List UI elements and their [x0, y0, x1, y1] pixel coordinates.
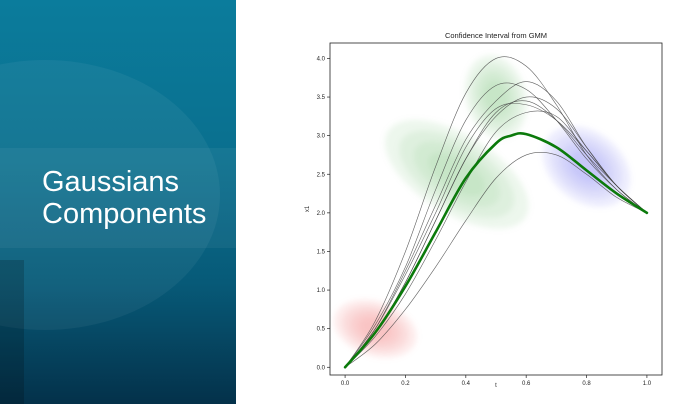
y-tick-label: 3.5 [317, 95, 326, 101]
chart-title: Confidence Interval from GMM [445, 31, 547, 40]
demo-trajectory-2 [344, 82, 648, 368]
y-tick-label: 0.5 [317, 327, 326, 333]
demo-trajectory-7 [344, 151, 648, 368]
gmm-confidence-chart: Confidence Interval from GMM 0.0 0.2 0.4 0.… [305, 31, 663, 389]
y-tick-label: 2.5 [317, 172, 326, 178]
demo-trajectory-8 [344, 102, 648, 368]
y-axis-ticks: 0.0 0.5 1.0 1.5 2.0 2.5 3.0 3.5 4.0 [317, 56, 330, 371]
demo-trajectory-1 [344, 56, 648, 368]
y-axis-label: x1 [305, 205, 311, 212]
slide-title-panel: Gaussians Components [0, 0, 236, 404]
x-axis-ticks: 0.0 0.2 0.4 0.6 0.8 1.0 [341, 375, 652, 387]
x-tick-label: 0.4 [462, 381, 471, 387]
demo-trajectories [344, 56, 648, 368]
x-tick-label: 0.8 [582, 381, 591, 387]
x-tick-label: 0.2 [401, 381, 410, 387]
decorative-shadow [0, 260, 24, 404]
decorative-band [0, 148, 236, 248]
demo-trajectory-5 [344, 100, 648, 368]
component-ellipse-4 [542, 126, 631, 207]
slide-title: Gaussians Components [42, 166, 232, 230]
component-ellipse-2 [384, 119, 529, 229]
x-axis-label: t [495, 383, 497, 389]
mean-trajectory-group [343, 132, 649, 369]
x-tick-label: 0.6 [522, 381, 531, 387]
demo-trajectory-3 [344, 81, 648, 368]
component-ellipses [334, 55, 631, 358]
y-tick-label: 1.5 [317, 249, 326, 255]
component-ellipse-3 [464, 55, 528, 139]
y-tick-label: 0.0 [317, 365, 326, 371]
slide-title-line-2: Components [42, 198, 207, 230]
y-tick-label: 1.0 [317, 288, 326, 294]
y-tick-label: 2.0 [317, 211, 326, 217]
slide-title-line-1: Gaussians [42, 166, 180, 198]
mean-trajectory [343, 132, 649, 369]
x-tick-label: 0.0 [341, 381, 350, 387]
y-tick-label: 3.0 [317, 134, 326, 140]
plot-frame [329, 42, 663, 376]
y-tick-label: 4.0 [317, 56, 326, 62]
x-tick-label: 1.0 [643, 381, 652, 387]
